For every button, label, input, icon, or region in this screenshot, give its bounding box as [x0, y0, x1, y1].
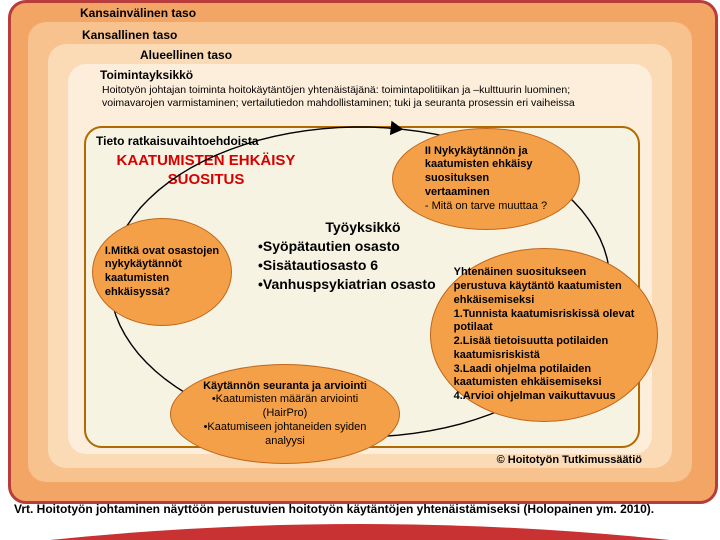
bubble-iii: Yhtenäinen suositukseenperustuva käytänt…	[430, 248, 658, 422]
copyright: © Hoitotyön Tutkimussäätiö	[497, 454, 642, 466]
toimintayksikko-desc: Hoitotyön johtajan toiminta hoitokäytänt…	[102, 84, 642, 110]
center-items: •Syöpätautien osasto •Sisätautiosasto 6 …	[258, 237, 468, 294]
bubble-ii: II Nykykäytännön jakaatumisten ehkäisysu…	[392, 128, 580, 230]
layer-label-1: Kansallinen taso	[82, 28, 177, 42]
layer-label-3: Toimintayksikkö	[100, 68, 193, 82]
footer-text: Vrt. Hoitotyön johtaminen näyttöön perus…	[14, 502, 654, 516]
bubble-iv: Käytännön seuranta ja arviointi•Kaatumis…	[170, 364, 400, 464]
footer-citation: Vrt. Hoitotyön johtaminen näyttöön perus…	[14, 502, 704, 516]
tieto-title: Tieto ratkaisuvaihtoehdoista	[96, 134, 259, 148]
layer-label-0: Kansainvälinen taso	[80, 6, 196, 20]
layer-label-2: Alueellinen taso	[140, 48, 232, 62]
main-title: KAATUMISTEN EHKÄISY SUOSITUS	[96, 152, 316, 190]
bubble-i: I.Mitkä ovat osastojennykykäytännötkaatu…	[92, 218, 232, 326]
center-block: Työyksikkö •Syöpätautien osasto •Sisätau…	[258, 218, 468, 294]
